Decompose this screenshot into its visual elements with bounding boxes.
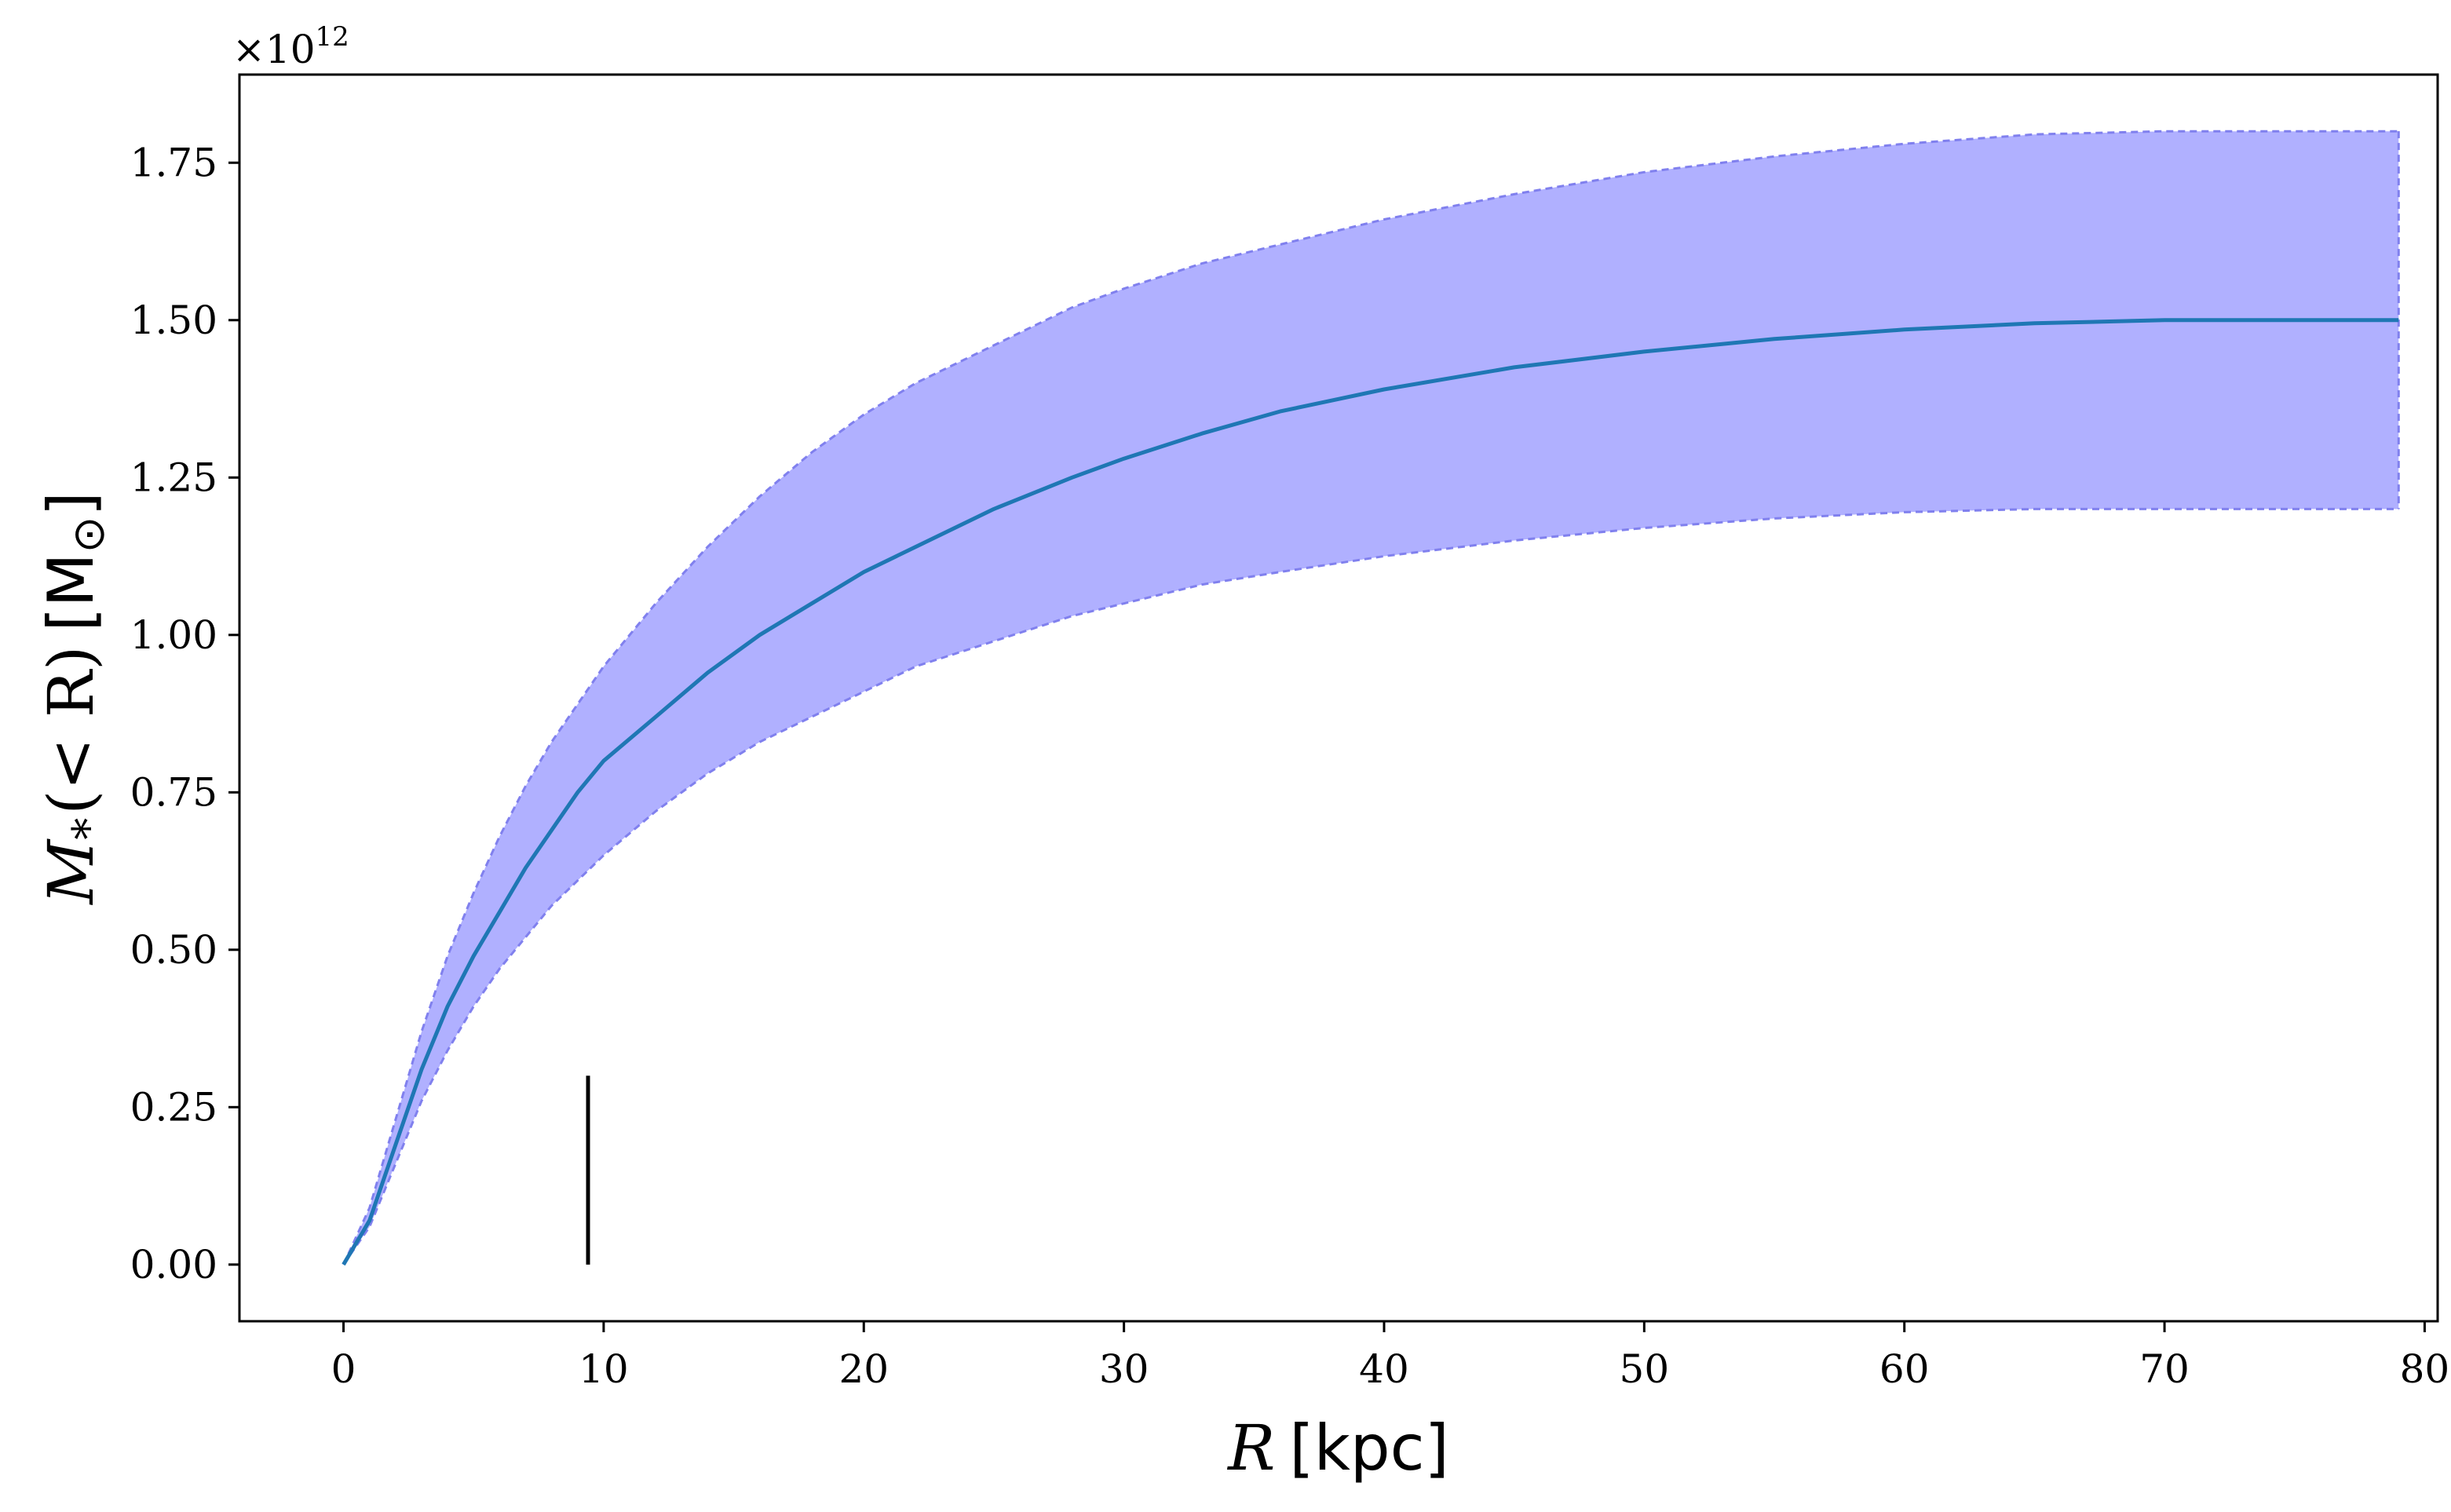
y-tick-label: 1.50: [130, 298, 217, 343]
uncertainty-band: [343, 131, 2399, 1265]
y-tick-label: 0.75: [130, 769, 217, 815]
uncertainty-band-group: [342, 130, 2400, 1265]
x-ticks-group: 0 10 20 30 40 50 60 70 80: [331, 1321, 2450, 1392]
x-tick-label: 60: [1879, 1346, 1930, 1392]
x-tick-label: 70: [2139, 1346, 2190, 1392]
y-tick-label: 0.50: [130, 927, 217, 973]
x-tick-label: 10: [579, 1346, 629, 1392]
x-tick-label: 80: [2400, 1346, 2450, 1392]
y-tick-label: 1.25: [130, 455, 217, 500]
y-offset-text: ×1012: [232, 21, 349, 72]
y-offset-exponent: 12: [316, 21, 349, 53]
y-tick-label: 0.25: [130, 1084, 217, 1130]
y-axis-title: M*(< R)[M⊙]: [35, 491, 115, 905]
y-tick-label: 1.75: [130, 140, 217, 185]
y-tick-label: 1.00: [130, 612, 217, 658]
y-ticks-group: 0.00 0.25 0.50 0.75 1.00 1.25 1.50 1.75: [130, 140, 239, 1287]
y-tick-label: 0.00: [130, 1242, 217, 1287]
band-upper-edge: [342, 130, 2399, 1265]
x-tick-label: 40: [1359, 1346, 1409, 1392]
series-line-0: [342, 318, 2399, 1266]
x-tick-label: 50: [1620, 1346, 1670, 1392]
plot-frame: [238, 73, 2439, 1323]
x-tick-label: 20: [838, 1346, 889, 1392]
x-tick-label: 0: [331, 1346, 356, 1392]
x-tick-label: 30: [1099, 1346, 1149, 1392]
series-group: [342, 318, 2399, 1266]
x-axis-title: R [kpc]: [1226, 1412, 1449, 1485]
